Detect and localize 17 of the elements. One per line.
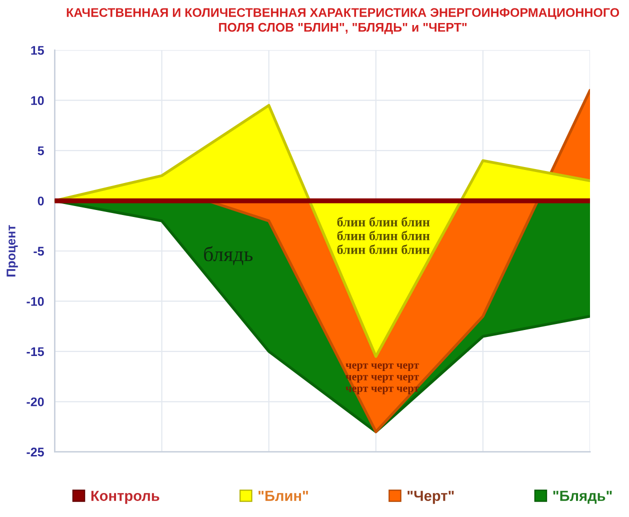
y-tick-label: 0 — [38, 196, 44, 206]
y-tick-label: -5 — [34, 246, 44, 256]
chart-title: КАЧЕСТВЕННАЯ И КОЛИЧЕСТВЕННАЯ ХАРАКТЕРИСТИКА ЭНЕРГОИНФОРМАЦИОННОГО ПОЛЯ СЛОВ "БЛИН", "БЛЯДЬ" и "ЧЕРТ" — [66, 8, 620, 34]
legend-label: "Черт" — [408, 490, 454, 504]
legend-label: "Блин" — [258, 490, 308, 501]
y-tick-label: 10 — [31, 96, 44, 106]
legend-label: "Блядь" — [553, 490, 612, 504]
annotation: блядь — [204, 246, 253, 266]
y-tick-label: -15 — [26, 347, 44, 356]
legend-label: Контроль — [91, 490, 160, 504]
y-tick-label: 15 — [31, 46, 44, 55]
annotation: блин блин блин блин блин блин блин блин блин — [337, 216, 430, 254]
y-tick-label: -10 — [26, 297, 44, 306]
y-tick-label: -25 — [26, 448, 44, 457]
y-tick-label: -20 — [26, 397, 44, 406]
y-axis-title: Процент — [6, 225, 18, 276]
y-tick-label: 5 — [38, 146, 44, 156]
